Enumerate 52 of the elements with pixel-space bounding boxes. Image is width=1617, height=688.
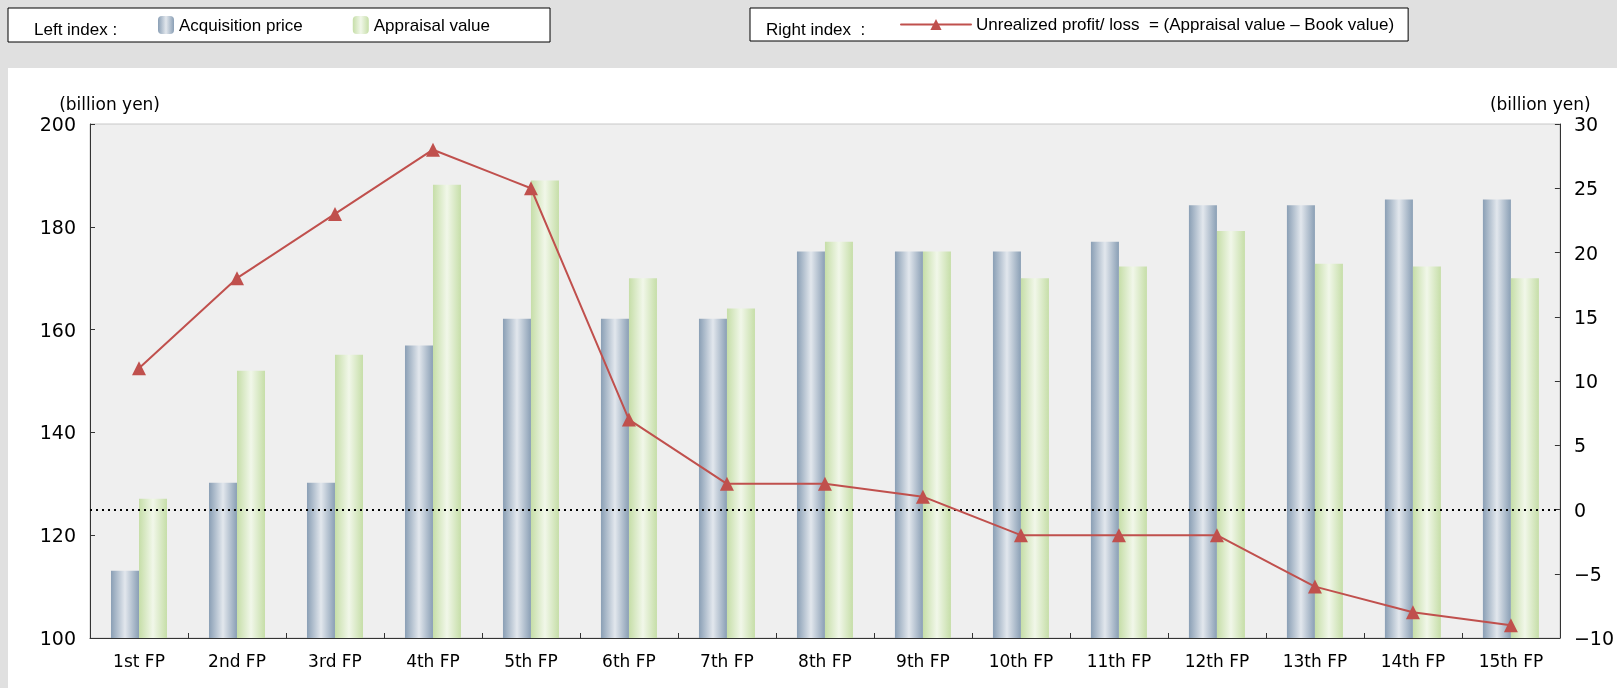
legend-label: Acquisition price <box>179 15 303 35</box>
y-tick-label: 140 <box>39 421 76 444</box>
text: Right index : <box>766 20 866 39</box>
point <box>1405 605 1420 620</box>
text: Left index : <box>34 20 118 39</box>
x-tick-label: 5th FP <box>504 650 558 671</box>
point <box>1111 528 1126 543</box>
y2-axis-title: (billion yen) <box>1489 93 1591 114</box>
point <box>132 361 146 376</box>
x-tick-label: 12th FP <box>1184 650 1250 671</box>
y-axis-title: (billion yen) <box>59 93 160 114</box>
point <box>1307 579 1322 594</box>
point <box>523 181 538 196</box>
point <box>719 476 734 491</box>
x-tick-label: 6th FP <box>602 650 656 671</box>
y-tick-label: 200 <box>39 113 76 135</box>
y-tick-label: 100 <box>39 627 76 649</box>
legend-label: Unrealized profit/ loss = (Appraisal value – Book value) <box>976 15 1395 34</box>
x-tick-label: 11th FP <box>1086 650 1152 671</box>
y-tick-label: 120 <box>39 524 76 547</box>
point <box>425 142 440 157</box>
x-tick-label: 9th FP <box>896 650 950 671</box>
point <box>1503 618 1518 633</box>
x-tick-label: 13th FP <box>1282 650 1348 671</box>
y2-tick-label: 0 <box>1573 498 1586 521</box>
point <box>915 489 930 504</box>
point <box>621 412 636 427</box>
x-tick-label: 3rd FP <box>308 650 362 671</box>
x-tick-label: 7th FP <box>700 650 754 671</box>
y-tick-label: 160 <box>39 318 76 341</box>
y2-tick-label: 25 <box>1573 177 1599 200</box>
x-tick-label: 15th FP <box>1478 650 1544 671</box>
legend-label: Appraisal value <box>373 15 491 35</box>
y2-tick-label: 30 <box>1573 113 1599 135</box>
y2-tick-label: 15 <box>1573 305 1599 328</box>
x-tick-label: 8th FP <box>798 650 852 671</box>
point <box>327 206 342 221</box>
x-tick-label: 1st FP <box>113 650 165 671</box>
point <box>817 476 832 491</box>
y2-tick-label: −10 <box>1573 627 1615 649</box>
y-tick-label: 180 <box>39 215 76 238</box>
y2-tick-label: 10 <box>1573 370 1599 392</box>
y2-tick-label: −5 <box>1573 562 1602 585</box>
point <box>1013 528 1028 543</box>
y2-tick-label: 20 <box>1573 241 1599 264</box>
x-tick-label: 14th FP <box>1380 650 1446 671</box>
point <box>229 271 244 286</box>
point <box>1209 528 1224 543</box>
x-tick-label: 2nd FP <box>208 650 266 671</box>
x-tick-label: 4th FP <box>406 650 460 671</box>
y2-tick-label: 5 <box>1573 434 1586 457</box>
x-tick-label: 10th FP <box>988 650 1054 671</box>
